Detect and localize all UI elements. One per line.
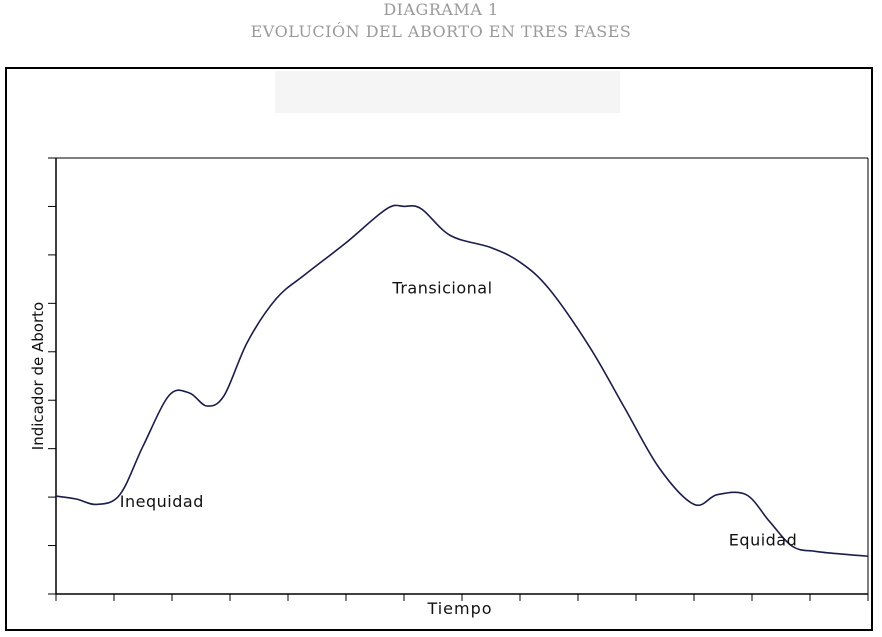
x-axis-label: Tiempo [426, 599, 492, 618]
chart-title: DIAGRAMA 1 [383, 0, 499, 19]
annotation-equidad: Equidad [729, 531, 797, 550]
plot-area [55, 157, 869, 595]
series-line-abortion-indicator [55, 204, 869, 557]
y-axis-label: Indicador de Aborto [29, 302, 47, 450]
annotations: Inequidad Transicional Equidad [120, 279, 797, 550]
chart-frame [5, 67, 873, 631]
annotation-inequidad: Inequidad [120, 492, 204, 511]
blank-label-box [275, 71, 620, 113]
annotation-transicional: Transicional [391, 279, 492, 298]
chart-subtitle: EVOLUCIÓN DEL ABORTO EN TRES FASES [250, 22, 632, 41]
axis-ticks [48, 157, 869, 601]
